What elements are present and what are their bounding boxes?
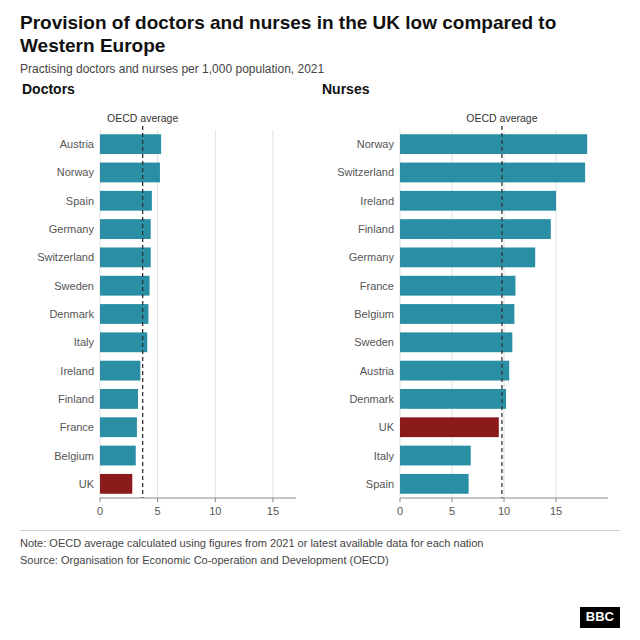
footer: Note: OECD average calculated using figu… xyxy=(20,530,620,632)
bar xyxy=(400,190,556,210)
grid-line xyxy=(556,130,557,498)
bar xyxy=(100,445,136,465)
annotation: OECD average xyxy=(466,112,537,124)
tick-mark xyxy=(100,498,101,502)
tick-mark xyxy=(504,498,505,502)
tick-label: 5 xyxy=(449,505,455,517)
bar xyxy=(400,360,509,380)
tick-mark xyxy=(452,498,453,502)
panel-title: Doctors xyxy=(22,81,75,97)
bar xyxy=(100,304,148,324)
category-label: Italy xyxy=(74,336,95,348)
panel: Doctors Austria Norway Spain Germany Switzerl… xyxy=(22,81,296,517)
note: Source: Organisation for Economic Co-ope… xyxy=(20,553,620,567)
bar xyxy=(400,247,535,267)
category-label: Denmark xyxy=(349,393,394,405)
category-label: UK xyxy=(379,421,395,433)
bar xyxy=(400,332,512,352)
category-label: Switzerland xyxy=(37,251,94,263)
bar xyxy=(100,162,160,182)
x-axis xyxy=(100,497,296,498)
bar xyxy=(100,134,161,154)
bar xyxy=(100,247,151,267)
category-label: Norway xyxy=(57,166,95,178)
tick-label: 15 xyxy=(267,505,279,517)
category-label: UK xyxy=(79,477,95,489)
category-label: Sweden xyxy=(54,279,94,291)
tick-mark xyxy=(157,498,158,502)
category-label: Austria xyxy=(60,138,95,150)
title: Provision of doctors and nurses in the U… xyxy=(20,12,620,58)
bar xyxy=(400,445,471,465)
category-label: Ireland xyxy=(360,194,394,206)
subtitle: Practising doctors and nurses per 1,000 … xyxy=(20,62,620,76)
category-label: Switzerland xyxy=(337,166,394,178)
category-label: Belgium xyxy=(354,308,394,320)
category-label: Ireland xyxy=(60,364,94,376)
panel-title: Nurses xyxy=(322,81,370,97)
category-label: Denmark xyxy=(49,308,94,320)
category-label: Spain xyxy=(66,194,94,206)
annotation: OECD average xyxy=(107,112,178,124)
category-label: Belgium xyxy=(54,449,94,461)
bar xyxy=(100,474,132,494)
category-label: Finland xyxy=(358,223,394,235)
panel: Nurses Norway Switzerland Ireland Finland Ger… xyxy=(322,81,608,517)
category-label: Germany xyxy=(49,223,95,235)
bar xyxy=(400,304,514,324)
bar xyxy=(400,389,506,409)
category-label: Austria xyxy=(360,364,395,376)
grid-line xyxy=(272,130,273,498)
chart: Doctors Austria Norway Spain Germany Switzerl… xyxy=(20,78,620,530)
bar xyxy=(400,134,587,154)
tick-label: 0 xyxy=(397,505,403,517)
logo: BBC xyxy=(580,607,620,628)
category-label: Spain xyxy=(366,477,394,489)
bar xyxy=(100,389,138,409)
grid-line xyxy=(157,130,158,498)
bar xyxy=(400,219,551,239)
bar xyxy=(400,417,499,437)
bars xyxy=(100,134,161,494)
tick-label: 10 xyxy=(498,505,510,517)
bar xyxy=(100,275,150,295)
category-label: Sweden xyxy=(354,336,394,348)
bar xyxy=(100,190,152,210)
bar xyxy=(100,219,151,239)
bar xyxy=(400,474,469,494)
reference-line xyxy=(501,126,502,498)
tick-mark xyxy=(556,498,557,502)
category-label: Italy xyxy=(374,449,395,461)
grid-line xyxy=(215,130,216,498)
category-label: Germany xyxy=(349,251,395,263)
category-label: France xyxy=(60,421,94,433)
bar xyxy=(100,332,147,352)
bar xyxy=(400,162,585,182)
bar xyxy=(100,417,137,437)
bars xyxy=(400,134,587,494)
reference-line xyxy=(142,126,143,498)
category-label: Finland xyxy=(58,393,94,405)
tick-label: 5 xyxy=(155,505,161,517)
category-label: France xyxy=(360,279,394,291)
tick-mark xyxy=(400,498,401,502)
tick-mark xyxy=(272,498,273,502)
tick-label: 0 xyxy=(97,505,103,517)
note: Note: OECD average calculated using figu… xyxy=(20,536,620,550)
tick-label: 10 xyxy=(209,505,221,517)
tick-mark xyxy=(215,498,216,502)
tick-label: 15 xyxy=(550,505,562,517)
category-label: Norway xyxy=(357,138,395,150)
bar xyxy=(100,360,140,380)
page: Provision of doctors and nurses in the U… xyxy=(0,0,640,640)
bar xyxy=(400,275,515,295)
